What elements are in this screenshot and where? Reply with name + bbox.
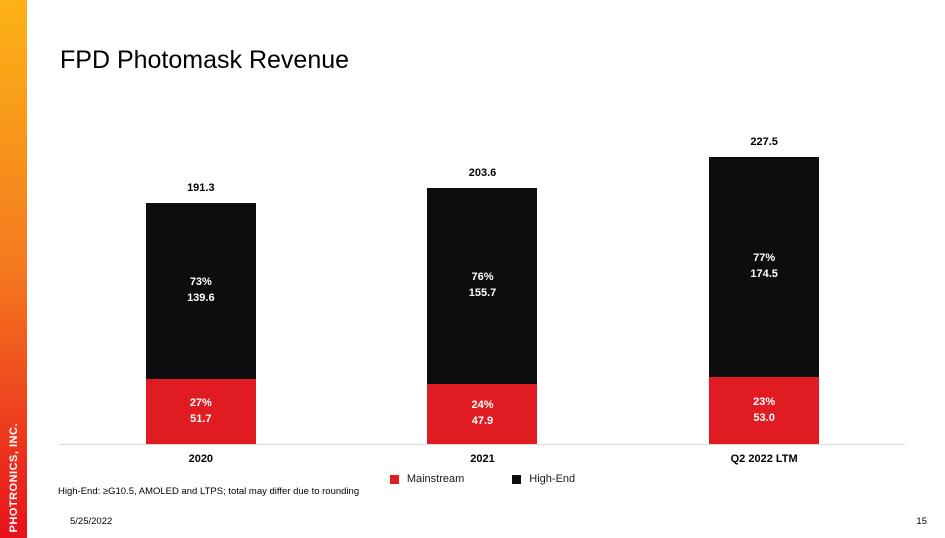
chart-footnote: High-End: ≥G10.5, AMOLED and LTPS; total… [58, 486, 360, 497]
x-axis-label: 2021 [470, 453, 495, 465]
bar-group: 203.6 76% 155.7 24% 47.9 2021 [427, 143, 538, 465]
slide-title: FPD Photomask Revenue [60, 46, 350, 74]
mainstream-segment: 23% 53.0 [709, 377, 820, 444]
brand-sidebar: PHOTRONICS, INC. [0, 0, 27, 538]
legend-label-mainstream: Mainstream [406, 473, 465, 485]
mainstream-pct-label: 23% [753, 395, 776, 408]
highend-swatch [512, 474, 522, 484]
high-end-pct-label: 76% [471, 271, 494, 284]
bar-total-label: 203.6 [468, 167, 497, 179]
bar-total-label: 191.3 [187, 182, 215, 194]
stacked-bar: 76% 155.7 24% 47.9 [427, 188, 538, 444]
footer-page-number: 15 [916, 516, 927, 527]
bar-group: 191.3 73% 139.6 27% 51.7 2020 [145, 143, 256, 465]
mainstream-segment: 27% 51.7 [145, 379, 256, 444]
x-axis-label: 2020 [188, 453, 214, 465]
revenue-chart: 191.3 73% 139.6 27% 51.7 2020 203.6 76% 155.7 24%… [60, 136, 905, 465]
mainstream-pct-label: 24% [471, 399, 494, 412]
bar-total-label: 227.5 [750, 136, 778, 148]
mainstream-value-label: 47.9 [471, 415, 494, 427]
brand-text-wrap: PHOTRONICS, INC. [0, 423, 27, 532]
mainstream-swatch [389, 474, 399, 484]
bar-group: 227.5 77% 174.5 23% 53.0 Q2 2022 LTM [709, 136, 820, 465]
high-end-value-label: 155.7 [468, 287, 497, 299]
mainstream-pct-label: 27% [189, 396, 212, 409]
brand-text: PHOTRONICS, INC. [7, 422, 20, 532]
high-end-pct-label: 73% [189, 276, 212, 289]
legend-label-highend: High-End [529, 473, 576, 485]
high-end-segment: 73% 139.6 [145, 203, 256, 379]
high-end-value-label: 174.5 [750, 268, 778, 280]
stacked-bar: 77% 174.5 23% 53.0 [709, 157, 820, 444]
stacked-bar: 73% 139.6 27% 51.7 [145, 203, 256, 444]
chart-legend: Mainstream High-End [60, 473, 905, 485]
high-end-segment: 76% 155.7 [427, 188, 538, 384]
mainstream-value-label: 53.0 [753, 411, 775, 424]
mainstream-segment: 24% 47.9 [427, 384, 538, 444]
mainstream-value-label: 51.7 [190, 412, 212, 425]
high-end-segment: 77% 174.5 [709, 157, 820, 377]
footer-date: 5/25/2022 [70, 516, 113, 527]
high-end-pct-label: 77% [753, 252, 776, 265]
high-end-value-label: 139.6 [187, 292, 215, 304]
legend-item-mainstream: Mainstream [389, 473, 465, 485]
legend-item-highend: High-End [512, 473, 575, 485]
x-axis-label: Q2 2022 LTM [730, 453, 798, 465]
